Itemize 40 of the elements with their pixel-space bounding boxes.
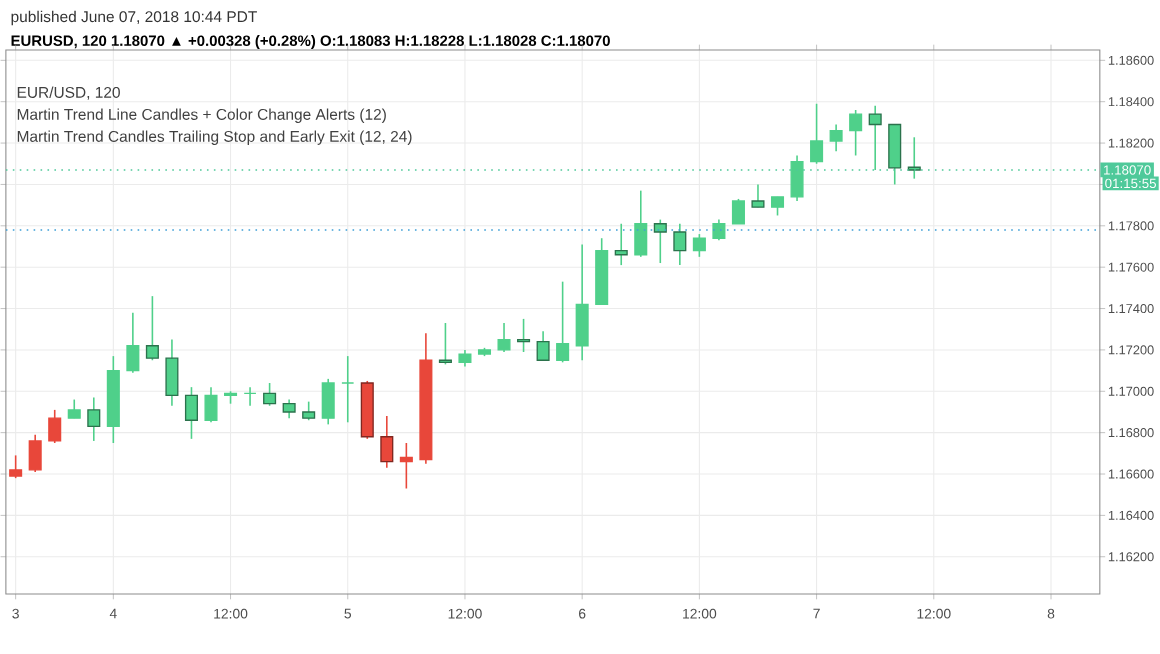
candlestick: [204, 386, 218, 424]
candlestick: [28, 433, 42, 473]
candlestick: [321, 378, 335, 426]
candlestick: [126, 311, 140, 374]
candlestick: [263, 382, 277, 407]
candlestick: [556, 280, 570, 364]
candlestick: [67, 398, 81, 419]
candlestick: [282, 398, 296, 419]
candlestick: [184, 386, 198, 440]
candlestick: [399, 442, 413, 490]
candlestick: [497, 322, 511, 353]
candlestick: [341, 355, 355, 424]
candlestick: [302, 400, 316, 422]
candlestick: [145, 295, 159, 362]
candlestick: [536, 330, 550, 362]
candlestick: [907, 136, 921, 180]
candlestick: [575, 243, 589, 362]
candlestick: [614, 222, 628, 266]
candlestick: [9, 454, 23, 479]
candlestick: [810, 102, 824, 165]
candlestick: [165, 338, 179, 407]
candlestick: [48, 409, 62, 444]
candlestick: [849, 109, 863, 157]
candlestick: [829, 123, 843, 153]
candlestick: [770, 196, 785, 217]
candlestick: [634, 189, 648, 258]
candlestick: [517, 318, 531, 353]
candlestick: [888, 123, 902, 186]
candlestick: [692, 233, 706, 258]
candlestick: [243, 386, 257, 407]
candlestick: [87, 396, 101, 442]
candlestick: [438, 322, 452, 366]
candlestick: [868, 105, 882, 171]
candlestick: [731, 198, 745, 225]
candlestick: [653, 218, 667, 264]
candlestick: [673, 222, 687, 266]
candlestick: [751, 183, 765, 208]
candlestick: [380, 415, 394, 469]
candlestick: [790, 154, 804, 202]
candlestick: [712, 218, 726, 242]
